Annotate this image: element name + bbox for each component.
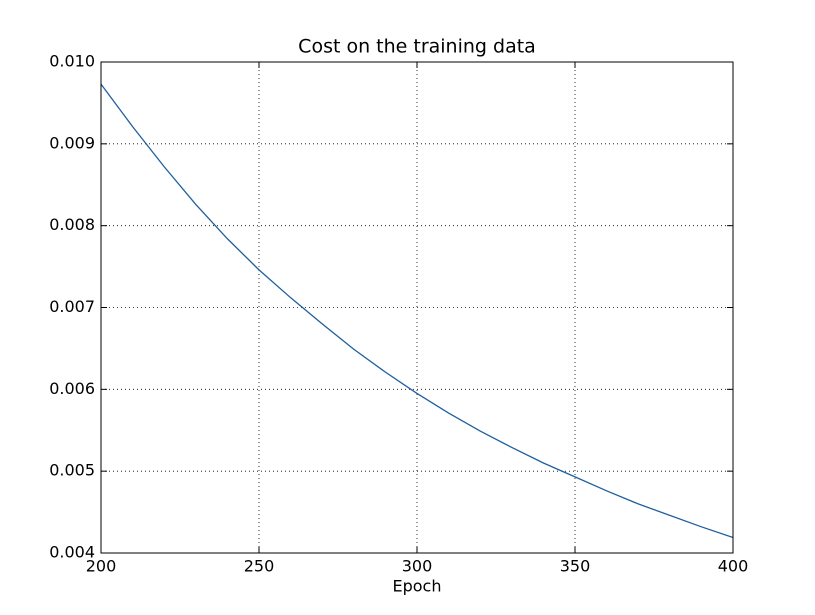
y-tick-label: 0.008 bbox=[49, 215, 95, 234]
x-tick-label: 200 bbox=[86, 557, 117, 576]
y-tick-label: 0.010 bbox=[49, 52, 95, 71]
y-tick-label: 0.005 bbox=[49, 461, 95, 480]
y-tick-label: 0.007 bbox=[49, 297, 95, 316]
x-tick-label: 300 bbox=[402, 557, 433, 576]
chart-title: Cost on the training data bbox=[298, 36, 536, 58]
x-tick-label: 350 bbox=[560, 557, 591, 576]
x-tick-label: 250 bbox=[244, 557, 275, 576]
x-axis-label: Epoch bbox=[393, 577, 442, 596]
y-tick-label: 0.006 bbox=[49, 379, 95, 398]
y-tick-label: 0.004 bbox=[49, 543, 95, 562]
y-tick-label: 0.009 bbox=[49, 133, 95, 152]
plot-frame bbox=[100, 61, 734, 554]
line-series bbox=[100, 83, 734, 539]
x-tick-label: 400 bbox=[718, 557, 749, 576]
